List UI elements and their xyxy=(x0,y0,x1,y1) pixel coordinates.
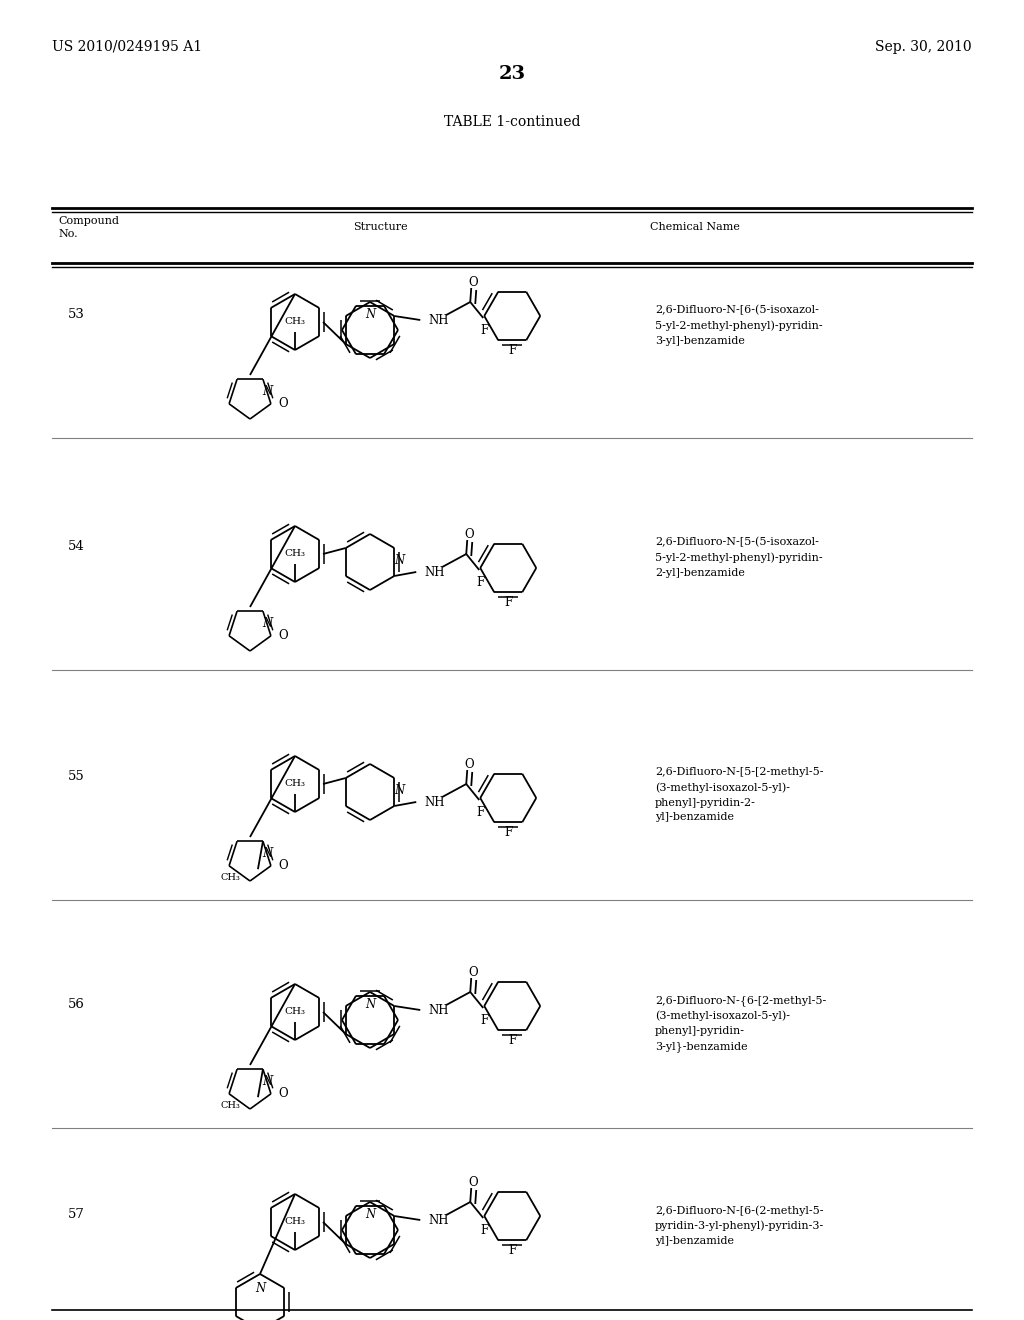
Text: N: N xyxy=(262,846,272,859)
Text: Structure: Structure xyxy=(352,222,408,232)
Text: 2,6-Difluoro-N-[5-[2-methyl-5-
(3-methyl-isoxazol-5-yl)-
phenyl]-pyridin-2-
yl]-: 2,6-Difluoro-N-[5-[2-methyl-5- (3-methyl… xyxy=(655,767,823,822)
Text: CH₃: CH₃ xyxy=(285,549,305,558)
Text: N: N xyxy=(365,309,375,322)
Text: Chemical Name: Chemical Name xyxy=(650,222,740,232)
Text: Sep. 30, 2010: Sep. 30, 2010 xyxy=(876,40,972,54)
Text: NH: NH xyxy=(428,314,449,326)
Text: CH₃: CH₃ xyxy=(220,873,240,882)
Text: NH: NH xyxy=(424,796,444,808)
Text: F: F xyxy=(504,826,512,838)
Text: US 2010/0249195 A1: US 2010/0249195 A1 xyxy=(52,40,202,54)
Text: 53: 53 xyxy=(68,309,85,322)
Text: F: F xyxy=(508,343,516,356)
Text: NH: NH xyxy=(428,1003,449,1016)
Text: F: F xyxy=(508,1034,516,1047)
Text: N: N xyxy=(365,1209,375,1221)
Text: CH₃: CH₃ xyxy=(285,780,305,788)
Text: F: F xyxy=(476,576,484,589)
Text: N: N xyxy=(365,998,375,1011)
Text: NH: NH xyxy=(424,565,444,578)
Text: TABLE 1-continued: TABLE 1-continued xyxy=(443,115,581,129)
Text: 23: 23 xyxy=(499,65,525,83)
Text: N: N xyxy=(394,784,404,796)
Text: 2,6-Difluoro-N-[5-(5-isoxazol-
5-yl-2-methyl-phenyl)-pyridin-
2-yl]-benzamide: 2,6-Difluoro-N-[5-(5-isoxazol- 5-yl-2-me… xyxy=(655,537,822,578)
Text: O: O xyxy=(279,630,288,643)
Text: F: F xyxy=(476,805,484,818)
Text: 57: 57 xyxy=(68,1209,85,1221)
Text: O: O xyxy=(465,528,474,540)
Text: 56: 56 xyxy=(68,998,85,1011)
Text: O: O xyxy=(465,758,474,771)
Text: O: O xyxy=(279,859,288,873)
Text: N: N xyxy=(255,1282,265,1295)
Text: CH₃: CH₃ xyxy=(285,1007,305,1016)
Text: F: F xyxy=(480,1224,488,1237)
Text: O: O xyxy=(468,1176,478,1188)
Text: NH: NH xyxy=(428,1213,449,1226)
Text: 2,6-Difluoro-N-[6-(5-isoxazol-
5-yl-2-methyl-phenyl)-pyridin-
3-yl]-benzamide: 2,6-Difluoro-N-[6-(5-isoxazol- 5-yl-2-me… xyxy=(655,305,822,346)
Text: O: O xyxy=(279,1088,288,1101)
Text: CH₃: CH₃ xyxy=(285,318,305,326)
Text: O: O xyxy=(468,965,478,978)
Text: O: O xyxy=(279,397,288,411)
Text: CH₃: CH₃ xyxy=(285,1217,305,1226)
Text: N: N xyxy=(262,1074,272,1088)
Text: 54: 54 xyxy=(68,540,85,553)
Text: F: F xyxy=(480,323,488,337)
Text: N: N xyxy=(262,384,272,397)
Text: N: N xyxy=(394,553,404,566)
Text: F: F xyxy=(504,595,512,609)
Text: 2,6-Difluoro-N-[6-(2-methyl-5-
pyridin-3-yl-phenyl)-pyridin-3-
yl]-benzamide: 2,6-Difluoro-N-[6-(2-methyl-5- pyridin-3… xyxy=(655,1205,824,1246)
Text: F: F xyxy=(508,1243,516,1257)
Text: F: F xyxy=(480,1014,488,1027)
Text: N: N xyxy=(262,616,272,630)
Text: O: O xyxy=(468,276,478,289)
Text: 55: 55 xyxy=(68,771,85,784)
Text: Compound
No.: Compound No. xyxy=(58,216,119,239)
Text: CH₃: CH₃ xyxy=(220,1101,240,1110)
Text: 2,6-Difluoro-N-{6-[2-methyl-5-
(3-methyl-isoxazol-5-yl)-
phenyl]-pyridin-
3-yl}-: 2,6-Difluoro-N-{6-[2-methyl-5- (3-methyl… xyxy=(655,995,826,1052)
